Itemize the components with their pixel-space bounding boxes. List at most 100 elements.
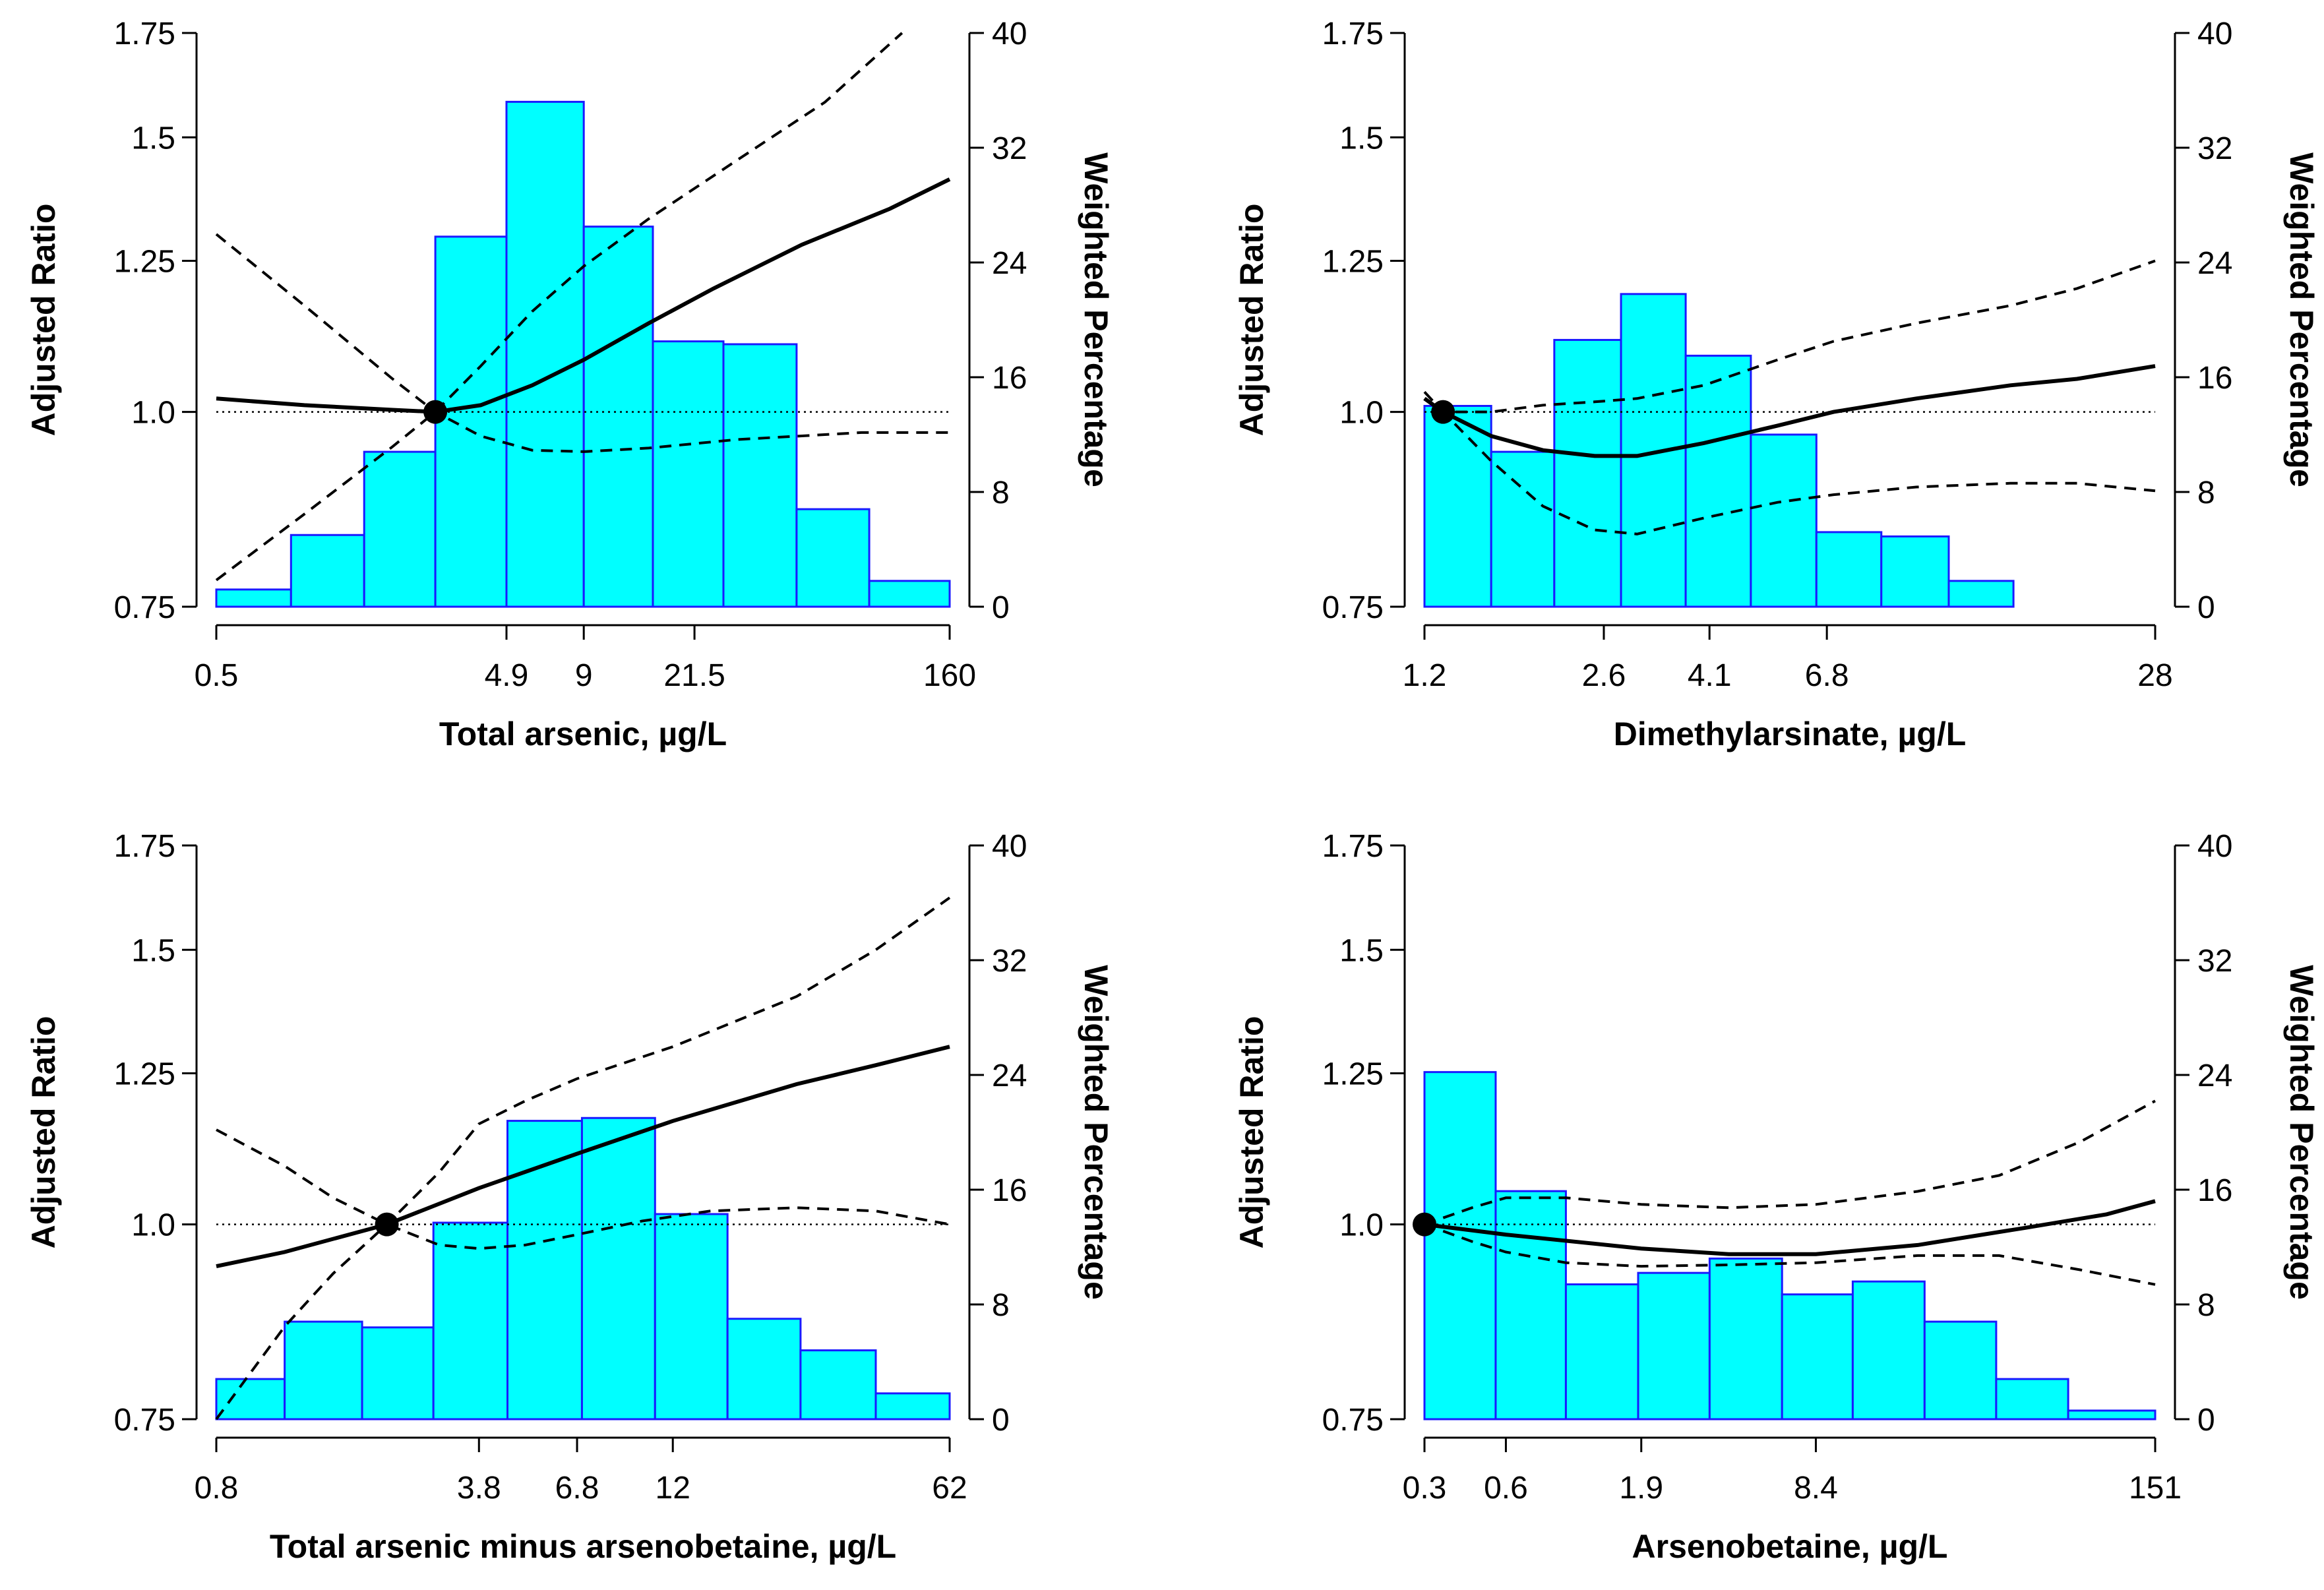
histogram-bar	[432, 1221, 509, 1421]
estimate-line	[1423, 364, 2156, 458]
histogram-bar	[2067, 1409, 2156, 1421]
y-left-tick-label: 1.25	[114, 1056, 175, 1091]
reference-point	[423, 400, 448, 424]
histogram-bar	[1423, 405, 1492, 608]
y-left-tick-label: 1.75	[114, 829, 175, 864]
y-left-tick-label: 1.5	[1339, 121, 1384, 156]
y-right-tick-label: 32	[2197, 131, 2232, 166]
y-left-tick-label: 1.0	[131, 1208, 175, 1243]
y-right-tick-label: 32	[2197, 944, 2232, 979]
chart-panel-bottom-left: 0.75 1.0 1.25 1.5 1.75 0 8 16 24 32 40 0.8 3.8 6.8 12 6…	[25, 829, 1115, 1565]
histogram-bar	[1750, 433, 1818, 608]
y-axis-right-label: Weighted Percentage	[1078, 965, 1115, 1300]
y-axis-right-label: Weighted Percentage	[2283, 965, 2320, 1300]
y-left-tick-label: 1.5	[131, 121, 175, 156]
x-tick-label: 8.4	[1794, 1471, 1838, 1506]
reference-point	[1431, 400, 1455, 424]
y-right-tick-label: 8	[992, 475, 1010, 510]
y-axis-left-label: Adjusted Ratio	[1233, 1016, 1270, 1249]
y-right-tick-label: 16	[2197, 361, 2232, 396]
y-left-tick-label: 0.75	[114, 590, 175, 625]
histogram-bar	[1851, 1280, 1926, 1421]
histogram-bar	[1947, 580, 2015, 608]
x-tick-label: 1.2	[1403, 658, 1447, 693]
y-left-tick-label: 1.25	[114, 244, 175, 279]
x-tick-label: 1.9	[1619, 1471, 1663, 1506]
y-right-tick-label: 32	[992, 944, 1027, 979]
histogram-bar	[795, 508, 871, 608]
y-left-tick-label: 1.25	[1322, 1056, 1384, 1091]
reference-point	[1413, 1212, 1436, 1237]
x-tick-label: 4.9	[485, 658, 529, 693]
x-tick-label: 4.1	[1688, 658, 1732, 693]
histogram-bar	[284, 1320, 363, 1421]
histogram-bar	[1815, 531, 1883, 608]
y-axis-left-label: Adjusted Ratio	[25, 1016, 62, 1249]
y-right-tick-label: 32	[992, 131, 1027, 166]
y-right-tick-label: 8	[2197, 475, 2215, 510]
histogram-bar	[434, 235, 508, 608]
histogram-bar	[654, 1213, 729, 1421]
y-right-tick-label: 0	[2197, 590, 2215, 625]
x-axis-label: Arsenobetaine, µg/L	[1632, 1528, 1948, 1565]
y-right-tick-label: 8	[992, 1288, 1010, 1323]
x-tick-label: 2.6	[1582, 658, 1626, 693]
x-tick-label: 12	[656, 1471, 690, 1506]
x-axis-label: Total arsenic minus arsenobetaine, µg/L	[270, 1528, 896, 1565]
x-tick-label: 6.8	[555, 1471, 599, 1506]
chart-panel-top-left: 0.75 1.0 1.25 1.5 1.75 0 8 16 24 32 40 0.5 4.9 9 21.5 1…	[25, 16, 1115, 752]
y-left-tick-label: 1.0	[1339, 396, 1384, 431]
histogram-bar	[874, 1392, 951, 1421]
y-right-tick-label: 40	[2197, 16, 2232, 51]
x-tick-label: 3.8	[457, 1471, 501, 1506]
y-left-tick-label: 1.75	[114, 16, 175, 51]
y-right-tick-label: 24	[2197, 246, 2232, 281]
x-tick-label: 21.5	[663, 658, 725, 693]
histogram-bar	[799, 1349, 877, 1421]
histogram-bar	[363, 450, 437, 608]
y-left-tick-label: 0.75	[1322, 1403, 1384, 1438]
x-axis-label: Total arsenic, µg/L	[439, 716, 727, 752]
x-tick-label: 0.6	[1484, 1471, 1528, 1506]
histogram-bar	[580, 1116, 656, 1421]
histogram-bar	[1684, 354, 1752, 608]
histogram-bar	[1490, 450, 1556, 608]
reference-point	[375, 1212, 399, 1237]
ci-lower-line	[216, 1128, 950, 1250]
y-left-tick-label: 1.75	[1322, 16, 1384, 51]
histogram-bar	[1553, 338, 1622, 608]
x-tick-label: 0.8	[195, 1471, 239, 1506]
y-axis-left-label: Adjusted Ratio	[25, 204, 62, 437]
chart-panel-bottom-right: 0.75 1.0 1.25 1.5 1.75 0 8 16 24 32 40 0.3 0.6 1.9 8.4…	[1233, 829, 2320, 1565]
y-left-tick-label: 0.75	[1322, 590, 1384, 625]
ci-lower-line	[215, 233, 950, 453]
estimate-line	[216, 1045, 950, 1269]
ci-upper-line	[215, 896, 951, 1421]
y-left-tick-label: 1.75	[1322, 829, 1384, 864]
histogram-bar	[215, 1378, 286, 1421]
histogram-bar	[505, 100, 585, 608]
histogram-bar	[290, 534, 365, 608]
y-right-tick-label: 24	[992, 1058, 1027, 1093]
y-axis-right-label: Weighted Percentage	[1078, 152, 1115, 487]
histogram-bar	[1781, 1293, 1854, 1421]
y-right-tick-label: 40	[2197, 829, 2232, 864]
x-tick-label: 160	[923, 658, 976, 693]
histogram-bar	[868, 580, 951, 608]
y-right-tick-label: 16	[2197, 1173, 2232, 1208]
histogram-bar	[726, 1318, 802, 1421]
x-tick-label: 28	[2137, 658, 2172, 693]
histogram-bar	[1494, 1190, 1567, 1421]
y-right-tick-label: 0	[992, 590, 1010, 625]
y-axis-left-label: Adjusted Ratio	[1233, 204, 1270, 437]
histogram-bar	[1564, 1283, 1639, 1421]
x-tick-label: 0.3	[1403, 1471, 1447, 1506]
histogram-bar	[1923, 1320, 1998, 1421]
estimate-line	[216, 177, 951, 414]
x-tick-label: 62	[932, 1471, 967, 1506]
y-right-tick-label: 0	[2197, 1403, 2215, 1438]
y-right-tick-label: 16	[992, 1173, 1027, 1208]
y-left-tick-label: 1.0	[131, 396, 175, 431]
y-right-tick-label: 40	[992, 16, 1027, 51]
